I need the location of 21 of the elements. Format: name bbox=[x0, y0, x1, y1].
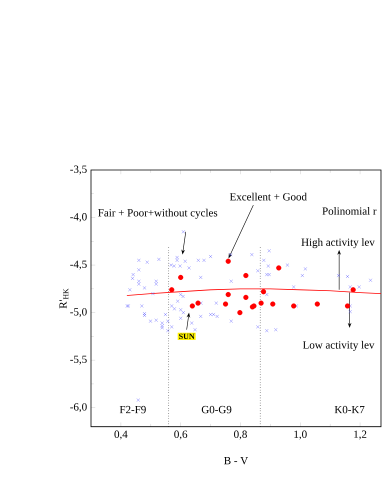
y-tick-label: -4,5 bbox=[70, 260, 87, 270]
x-tick-label: 0,8 bbox=[234, 430, 247, 440]
y-tick-label: -5,5 bbox=[70, 356, 87, 365]
annotation: F2-F9 bbox=[120, 406, 146, 414]
y-tick-label: -3,5 bbox=[70, 166, 87, 174]
annotation: Fair + Poor+without cycles bbox=[98, 208, 218, 219]
y-axis-title: R'$_{HK}$ bbox=[59, 288, 68, 308]
annotation: High activity lev bbox=[301, 238, 375, 248]
x-tick-label: 1,2 bbox=[354, 430, 366, 440]
y-tick-label: -5,0 bbox=[70, 308, 87, 318]
annotation: K0-K7 bbox=[334, 406, 364, 414]
x-axis-title: B - V bbox=[224, 457, 248, 464]
x-tick-label: 1,0 bbox=[294, 430, 307, 440]
annotation: G0-G9 bbox=[202, 406, 232, 414]
y-tick-label: -4,0 bbox=[70, 213, 87, 222]
annotation: Excellent + Good bbox=[230, 192, 307, 200]
y-tick-label: -6,0 bbox=[70, 403, 87, 412]
x-tick-label: 0,4 bbox=[114, 430, 128, 440]
annotation: Low activity lev bbox=[302, 340, 374, 351]
annotation: Polinomial r bbox=[322, 207, 376, 215]
x-tick-label: 0,6 bbox=[174, 430, 188, 440]
